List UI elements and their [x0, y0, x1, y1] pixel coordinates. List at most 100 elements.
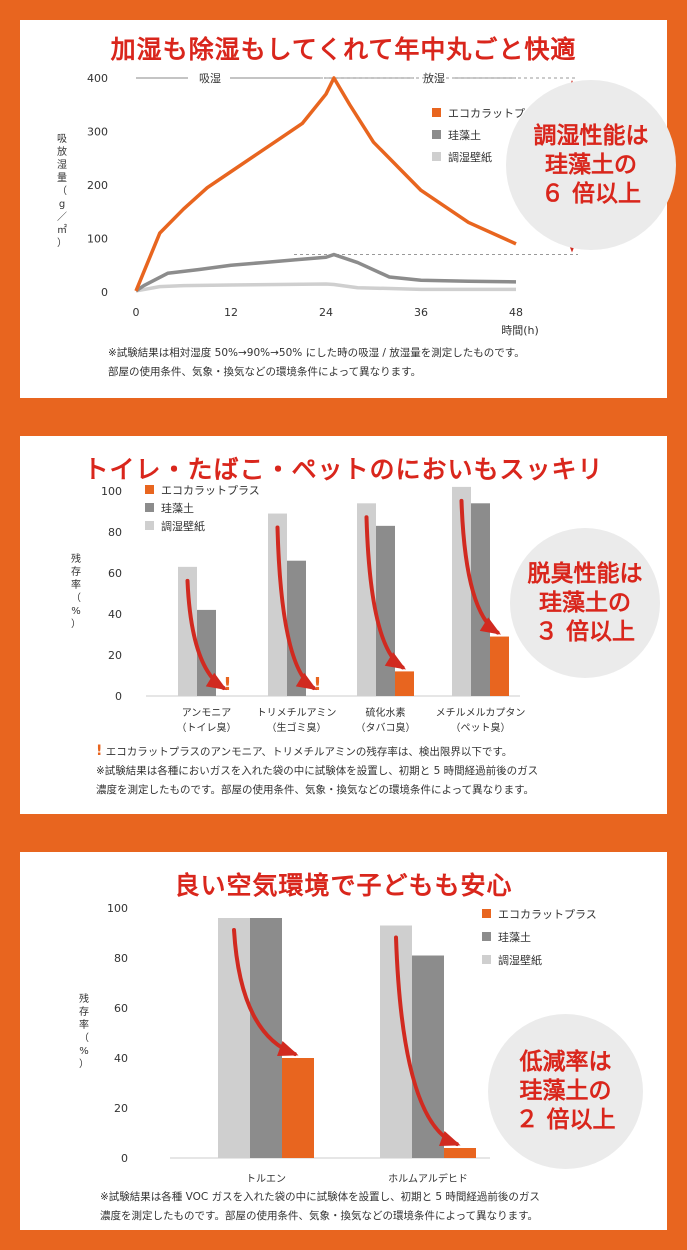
series-line	[135, 252, 517, 293]
y-tick-label: 0	[101, 286, 108, 299]
legend-swatch	[482, 909, 491, 918]
x-tick-label: 12	[224, 306, 238, 319]
bar	[282, 1058, 314, 1158]
y-axis-label-char: ／	[57, 211, 67, 223]
bar	[218, 918, 250, 1158]
bar	[178, 566, 197, 696]
y-axis-label-char: ）	[79, 1058, 89, 1070]
y-axis-label-char: ）	[57, 237, 67, 249]
reduction-arrowhead	[479, 617, 502, 635]
x-axis-label: 時間(h)	[501, 324, 539, 337]
y-axis-label-char: 吸	[57, 134, 67, 145]
category-label: アンモニア	[182, 708, 232, 719]
footnote: ※試験結果は相対湿度 50%→90%→50% にした時の吸湿 / 放湿量を測定し…	[108, 344, 525, 382]
y-axis-label-char: g	[59, 199, 65, 210]
y-tick-label: 20	[114, 1102, 128, 1115]
legend-label: 珪藻土	[161, 501, 194, 515]
legend-label: エコカラットプラス	[498, 908, 597, 921]
voc-bar-chart: 0 20 40 60 80 100 残存率（%） トルエン ホルムアルデヒド エコカラットプラス珪…	[79, 902, 597, 1185]
callout-line: 脱臭性能は	[527, 560, 643, 587]
bar	[376, 525, 395, 696]
y-axis-label-char: 残	[79, 992, 89, 1005]
x-tick-label: 48	[509, 306, 523, 319]
footnote: ! エコカラットプラスのアンモニア、トリメチルアミンの残存率は、検出限界以下です…	[96, 742, 538, 800]
panel-title: 良い空気環境で子どもも安心	[174, 871, 513, 900]
y-axis-label-char: 存	[79, 1005, 89, 1018]
callout-line: 調湿性能は	[533, 122, 649, 149]
y-axis-label-char: （	[79, 1032, 89, 1044]
y-axis-label-char: （	[71, 592, 81, 604]
footnote-line: ! エコカラットプラスのアンモニア、トリメチルアミンの残存率は、検出限界以下です…	[96, 742, 538, 762]
footnote-line: ※試験結果は各種 VOC ガスを入れた袋の中に試験体を設置し、初期と 5 時間経…	[100, 1191, 540, 1203]
footnote-text: エコカラットプラスのアンモニア、トリメチルアミンの残存率は、検出限界以下です。	[105, 746, 513, 758]
footnote-line: 濃度を測定したものです。部屋の使用条件、気象・換気などの環境条件によって異なりま…	[100, 1210, 539, 1222]
y-axis-label-char: 放	[57, 145, 67, 158]
footnote-line: 部屋の使用条件、気象・換気などの環境条件によって異なります。	[108, 366, 422, 378]
below-detection-mark: !	[223, 674, 231, 695]
legend-swatch	[145, 521, 154, 530]
below-detection-mark: !	[313, 674, 321, 695]
y-axis-label-char: %	[79, 1046, 89, 1057]
callout-badge: 調湿性能は 珪藻土の ６ 倍以上	[506, 80, 676, 250]
reduction-arrowhead	[439, 1130, 461, 1146]
humidity-panel: 加湿も除湿もしてくれて年中丸ごと快適 0 100 200 300 400 0 12 24 36 4…	[20, 20, 676, 398]
y-axis-label-char: 残	[71, 552, 81, 565]
footnote-line: ※試験結果は各種においガスを入れた袋の中に試験体を設置し、初期と 5 時間経過前…	[96, 765, 539, 777]
y-tick-label: 80	[108, 526, 122, 539]
callout-badge: 脱臭性能は 珪藻土の ３ 倍以上	[510, 528, 660, 678]
bar	[395, 671, 414, 696]
callout-line: 低減率は	[519, 1049, 612, 1075]
callout-badge: 低減率は 珪藻土の ２ 倍以上	[488, 1014, 643, 1169]
footnote: ※試験結果は各種 VOC ガスを入れた袋の中に試験体を設置し、初期と 5 時間経…	[100, 1188, 540, 1226]
reduction-arrowhead	[295, 672, 318, 691]
y-axis-label-char: 量	[57, 172, 67, 184]
bar	[412, 955, 444, 1158]
footnote-line: 濃度を測定したものです。部屋の使用条件、気象・換気などの環境条件によって異なりま…	[96, 784, 535, 796]
y-tick-label: 100	[107, 902, 128, 915]
legend-label: 調湿壁紙	[498, 953, 542, 967]
category-label: トリメチルアミン	[257, 707, 337, 719]
category-label: （トイレ臭）	[177, 721, 237, 734]
category-label: （ペット臭）	[451, 721, 511, 734]
x-tick-label: 0	[133, 306, 140, 319]
reduction-arrowhead	[277, 1040, 299, 1056]
legend-label: 調湿壁紙	[448, 150, 492, 164]
y-tick-label: 400	[87, 72, 108, 85]
y-axis-label-char: %	[71, 606, 81, 617]
voc-panel: 良い空気環境で子どもも安心 0 20 40 60 80 100 残存率（%） トルエン ホルムア…	[20, 852, 667, 1230]
category-label: メチルメルカプタン	[436, 707, 526, 719]
y-tick-label: 60	[108, 567, 122, 580]
callout-line: 珪藻土の	[545, 151, 637, 178]
x-tick-label: 36	[414, 306, 428, 319]
reduction-arrowhead	[384, 652, 407, 670]
bar	[490, 636, 509, 696]
bar	[452, 486, 471, 696]
category-label: （タバコ臭）	[356, 721, 416, 734]
odor-bar-chart: 0 20 40 60 80 100 残存率（%） アンモニア （トイレ臭）! トリメチルアミン （生…	[71, 484, 526, 734]
callout-line: 珪藻土の	[519, 1078, 612, 1104]
bar	[250, 918, 282, 1158]
y-tick-label: 100	[101, 485, 122, 498]
panel-title: 加湿も除湿もしてくれて年中丸ごと快適	[110, 35, 577, 64]
legend-swatch	[432, 130, 441, 139]
y-tick-label: 0	[115, 690, 122, 703]
y-tick-label: 0	[121, 1152, 128, 1165]
callout-line: 珪藻土の	[539, 589, 631, 616]
category-label: トルエン	[246, 1174, 286, 1185]
y-axis-label-char: ㎡	[57, 224, 67, 236]
y-axis-label-char: 率	[71, 578, 81, 591]
y-tick-label: 20	[108, 649, 122, 662]
legend-label: 珪藻土	[448, 128, 481, 142]
bar	[287, 560, 306, 696]
y-tick-label: 200	[87, 179, 108, 192]
x-tick-label: 24	[319, 306, 333, 319]
category-label: 硫化水素	[366, 706, 406, 719]
footnote-line: ※試験結果は相対湿度 50%→90%→50% にした時の吸湿 / 放湿量を測定し…	[108, 347, 525, 359]
y-axis-label-char: 湿	[57, 159, 67, 171]
legend-swatch	[482, 955, 491, 964]
legend-label: 珪藻土	[498, 930, 531, 944]
y-axis-label-char: 存	[71, 565, 81, 578]
legend-label: エコカラットプラス	[161, 484, 260, 497]
legend-swatch	[145, 485, 154, 494]
